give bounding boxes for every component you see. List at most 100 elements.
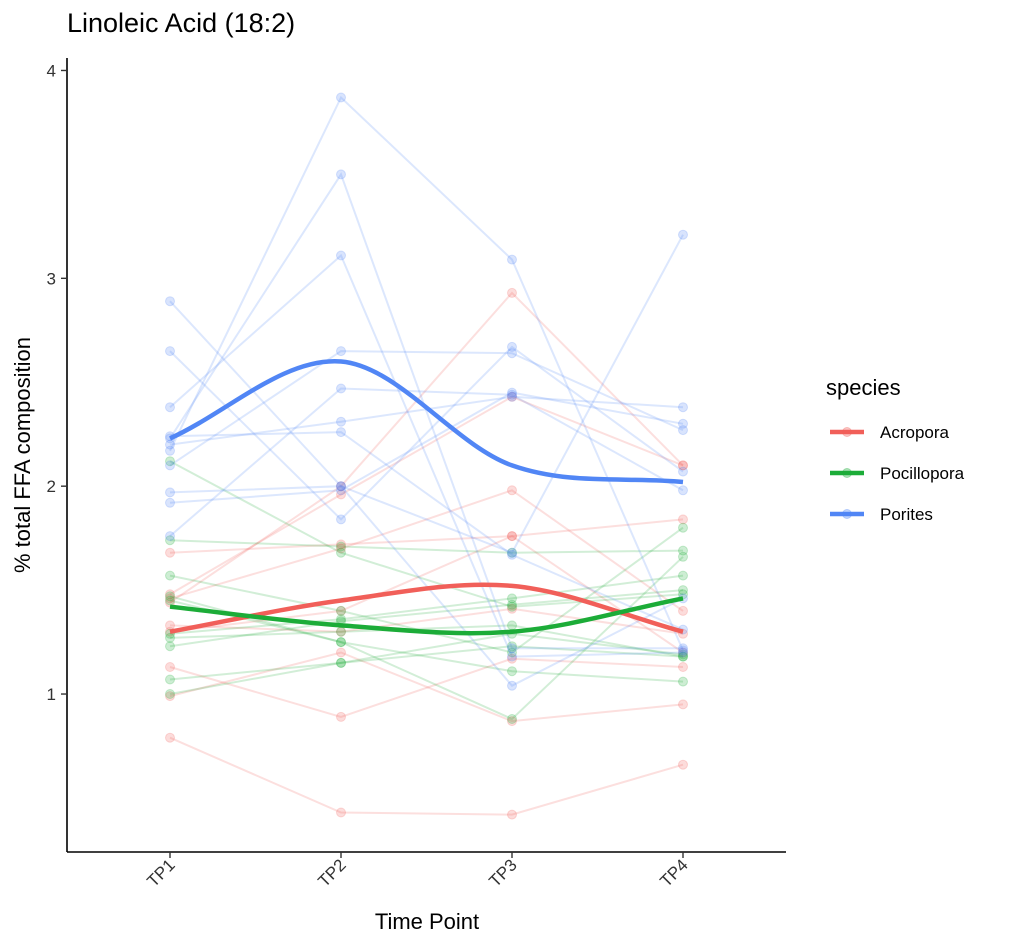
- data-point-porites: [336, 485, 346, 496]
- data-point-porites: [336, 169, 346, 180]
- data-point-pocillopora: [165, 595, 175, 606]
- individual-line-pocillopora-10: [169, 645, 684, 681]
- data-point-pocillopora: [507, 547, 517, 558]
- individual-line-porites-28: [169, 95, 684, 651]
- data-point-pocillopora: [678, 522, 688, 533]
- data-point-acropora: [678, 460, 688, 471]
- legend-title: species: [826, 375, 901, 400]
- data-point-porites: [336, 92, 346, 103]
- individual-line-pocillopora-18: [169, 460, 684, 608]
- y-tick-label: 4: [47, 61, 56, 80]
- data-point-pocillopora: [678, 676, 688, 687]
- data-point-porites: [507, 348, 517, 359]
- data-point-pocillopora: [507, 601, 517, 612]
- data-point-acropora: [507, 391, 517, 402]
- x-tick-label: TP4: [656, 855, 691, 890]
- individual-line-porites-27: [169, 234, 684, 554]
- data-point-acropora: [507, 485, 517, 496]
- legend: Acropora Pocillopora Porites: [830, 423, 965, 524]
- data-point-porites: [507, 341, 517, 352]
- y-axis-title: % total FFA composition: [10, 337, 35, 573]
- data-point-pocillopora: [336, 637, 346, 648]
- data-point-acropora: [507, 603, 517, 614]
- individual-line-acropora-1: [169, 651, 684, 723]
- individual-line-porites-26: [169, 345, 684, 521]
- data-point-pocillopora: [507, 620, 517, 631]
- data-point-pocillopora: [336, 626, 346, 637]
- data-point-pocillopora: [336, 657, 346, 668]
- data-point-porites: [336, 514, 346, 525]
- data-point-porites: [165, 460, 175, 471]
- data-point-acropora: [678, 647, 688, 658]
- data-point-porites: [678, 418, 688, 429]
- y-tick-label: 1: [47, 685, 56, 704]
- individual-line-porites-20: [169, 391, 684, 504]
- individual-line-pocillopora-15: [169, 556, 684, 721]
- data-point-pocillopora: [507, 714, 517, 724]
- data-point-acropora: [165, 547, 175, 558]
- smooth-curves: [169, 359, 684, 636]
- y-tick-label: 3: [47, 269, 56, 288]
- data-point-pocillopora: [678, 545, 688, 556]
- data-point-porites: [165, 531, 175, 542]
- legend-swatch-point: [842, 468, 852, 478]
- data-point-porites: [336, 481, 346, 492]
- data-point-acropora: [507, 531, 517, 542]
- data-point-acropora: [336, 647, 346, 658]
- individual-line-acropora-3: [169, 607, 684, 635]
- individual-lines: [169, 95, 684, 816]
- y-tick-label: 2: [47, 477, 56, 496]
- individual-line-acropora-6: [169, 518, 684, 554]
- x-tick-label: TP3: [485, 855, 520, 890]
- individual-line-pocillopora-12: [169, 624, 684, 658]
- individual-line-pocillopora-9: [169, 632, 684, 695]
- data-point-pocillopora: [507, 641, 517, 652]
- data-point-acropora: [336, 539, 346, 550]
- data-point-acropora: [336, 711, 346, 722]
- smooth-line-pocillopora: [169, 596, 684, 636]
- individual-line-pocillopora-11: [169, 589, 684, 648]
- individual-line-porites-24: [169, 431, 684, 631]
- data-point-pocillopora: [165, 456, 175, 467]
- data-point-pocillopora: [165, 674, 175, 685]
- data-point-porites: [336, 346, 346, 357]
- data-point-porites: [336, 427, 346, 438]
- data-point-porites: [507, 680, 517, 691]
- data-point-pocillopora: [507, 593, 517, 604]
- data-point-pocillopora: [165, 591, 175, 602]
- data-point-pocillopora: [165, 632, 175, 643]
- individual-line-porites-21: [169, 485, 684, 687]
- data-point-porites: [165, 296, 175, 307]
- data-point-porites: [678, 466, 688, 477]
- data-point-pocillopora: [336, 541, 346, 552]
- data-point-pocillopora: [678, 651, 688, 662]
- data-point-porites: [336, 250, 346, 261]
- individual-line-acropora-7: [169, 395, 684, 596]
- data-point-acropora: [165, 589, 175, 600]
- data-point-pocillopora: [165, 689, 175, 699]
- data-point-acropora: [336, 807, 346, 818]
- data-point-pocillopora: [678, 585, 688, 596]
- data-point-acropora: [507, 809, 517, 820]
- data-point-porites: [507, 643, 517, 654]
- data-point-pocillopora: [336, 637, 346, 648]
- data-point-pocillopora: [678, 570, 688, 581]
- legend-item-pocillopora: Pocillopora: [830, 464, 965, 483]
- data-point-acropora: [678, 699, 688, 710]
- data-point-acropora: [336, 605, 346, 616]
- data-point-pocillopora: [336, 657, 346, 668]
- individual-line-acropora-2: [169, 657, 684, 718]
- individual-line-pocillopora-17: [169, 539, 684, 554]
- individual-line-porites-23: [169, 395, 684, 446]
- legend-item-porites: Porites: [830, 505, 933, 524]
- data-point-pocillopora: [165, 641, 175, 652]
- x-axis-title: Time Point: [375, 909, 479, 934]
- x-tick-label: TP1: [143, 855, 178, 890]
- individual-line-pocillopora-13: [169, 574, 684, 635]
- data-point-pocillopora: [678, 551, 688, 562]
- individual-line-pocillopora-14: [169, 599, 684, 683]
- data-point-acropora: [678, 662, 688, 672]
- individual-line-acropora-5: [169, 489, 684, 612]
- data-point-acropora: [507, 531, 517, 542]
- chart-title: Linoleic Acid (18:2): [67, 8, 296, 38]
